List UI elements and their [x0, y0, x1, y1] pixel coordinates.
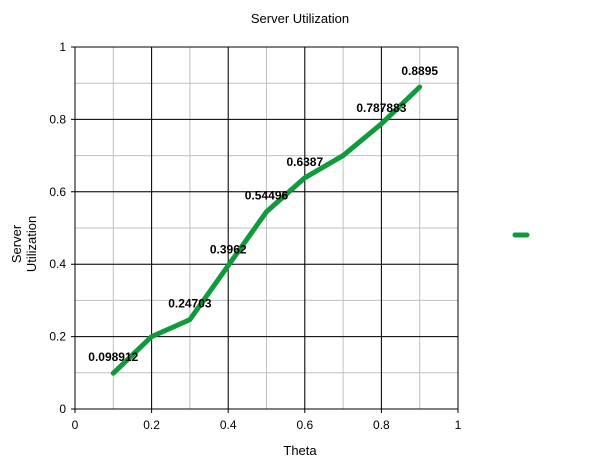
y-axis-label: Server Utilization: [9, 216, 39, 272]
x-tick-label: 0: [72, 418, 79, 432]
data-label: 0.098912: [88, 350, 138, 364]
series-line-path: [110, 84, 423, 376]
y-tick-label: 0.2: [49, 330, 66, 344]
major-gridlines: [71, 46, 459, 413]
series-line: [110, 84, 423, 376]
y-tick-label: 0.4: [49, 257, 66, 271]
y-tick-label: 1: [59, 40, 66, 54]
y-tick-label: 0.8: [49, 112, 66, 126]
x-tick-label: 1: [455, 418, 462, 432]
y-axis-label-line-2: Utilization: [24, 216, 39, 272]
data-label: 0.8895: [401, 64, 438, 78]
data-label: 0.54496: [245, 189, 289, 203]
data-labels: 0.098912 0.24703 0.3962 0.54496 0.6387 0.7878…: [88, 64, 438, 364]
y-axis-ticks: 0 0.2 0.4 0.6 0.8 1: [49, 40, 66, 416]
y-tick-label: 0: [59, 402, 66, 416]
data-label: 0.787883: [356, 101, 406, 115]
data-label: 0.3962: [210, 243, 247, 257]
chart-title: Server Utilization: [251, 11, 349, 26]
y-axis-label-line-1: Server: [9, 224, 24, 263]
data-label: 0.24703: [168, 297, 212, 311]
x-axis-label: Theta: [283, 443, 317, 458]
x-tick-label: 0.8: [373, 418, 390, 432]
x-axis-ticks: 0 0.2 0.4 0.6 0.8 1: [72, 418, 462, 432]
data-label: 0.6387: [286, 155, 323, 169]
y-tick-label: 0.6: [49, 185, 66, 199]
x-tick-label: 0.2: [143, 418, 160, 432]
x-tick-label: 0.6: [296, 418, 313, 432]
x-tick-label: 0.4: [220, 418, 237, 432]
